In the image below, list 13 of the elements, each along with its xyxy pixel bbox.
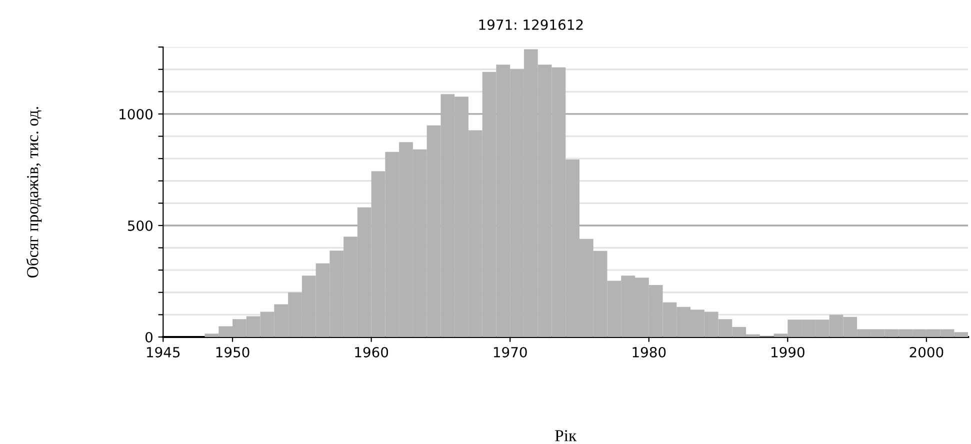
x-tick-label: 1980	[632, 346, 666, 358]
y-axis-title: Обсяг продажів, тис. од.	[26, 106, 42, 278]
x-tick-label: 1960	[355, 346, 388, 358]
y-tick-label: 1000	[120, 108, 152, 120]
x-axis-title: Рік	[555, 430, 577, 442]
annotation: 1971: 1291612	[479, 19, 583, 30]
y-tick-label: 0	[145, 332, 152, 342]
x-tick-label: 1945	[146, 346, 180, 358]
x-tick-label: 1950	[216, 346, 250, 358]
x-tick-label: 1970	[494, 346, 527, 358]
x-tick-label: 1990	[772, 346, 804, 358]
x-tick-label: 2000	[910, 346, 944, 358]
y-tick-label: 500	[128, 220, 152, 231]
